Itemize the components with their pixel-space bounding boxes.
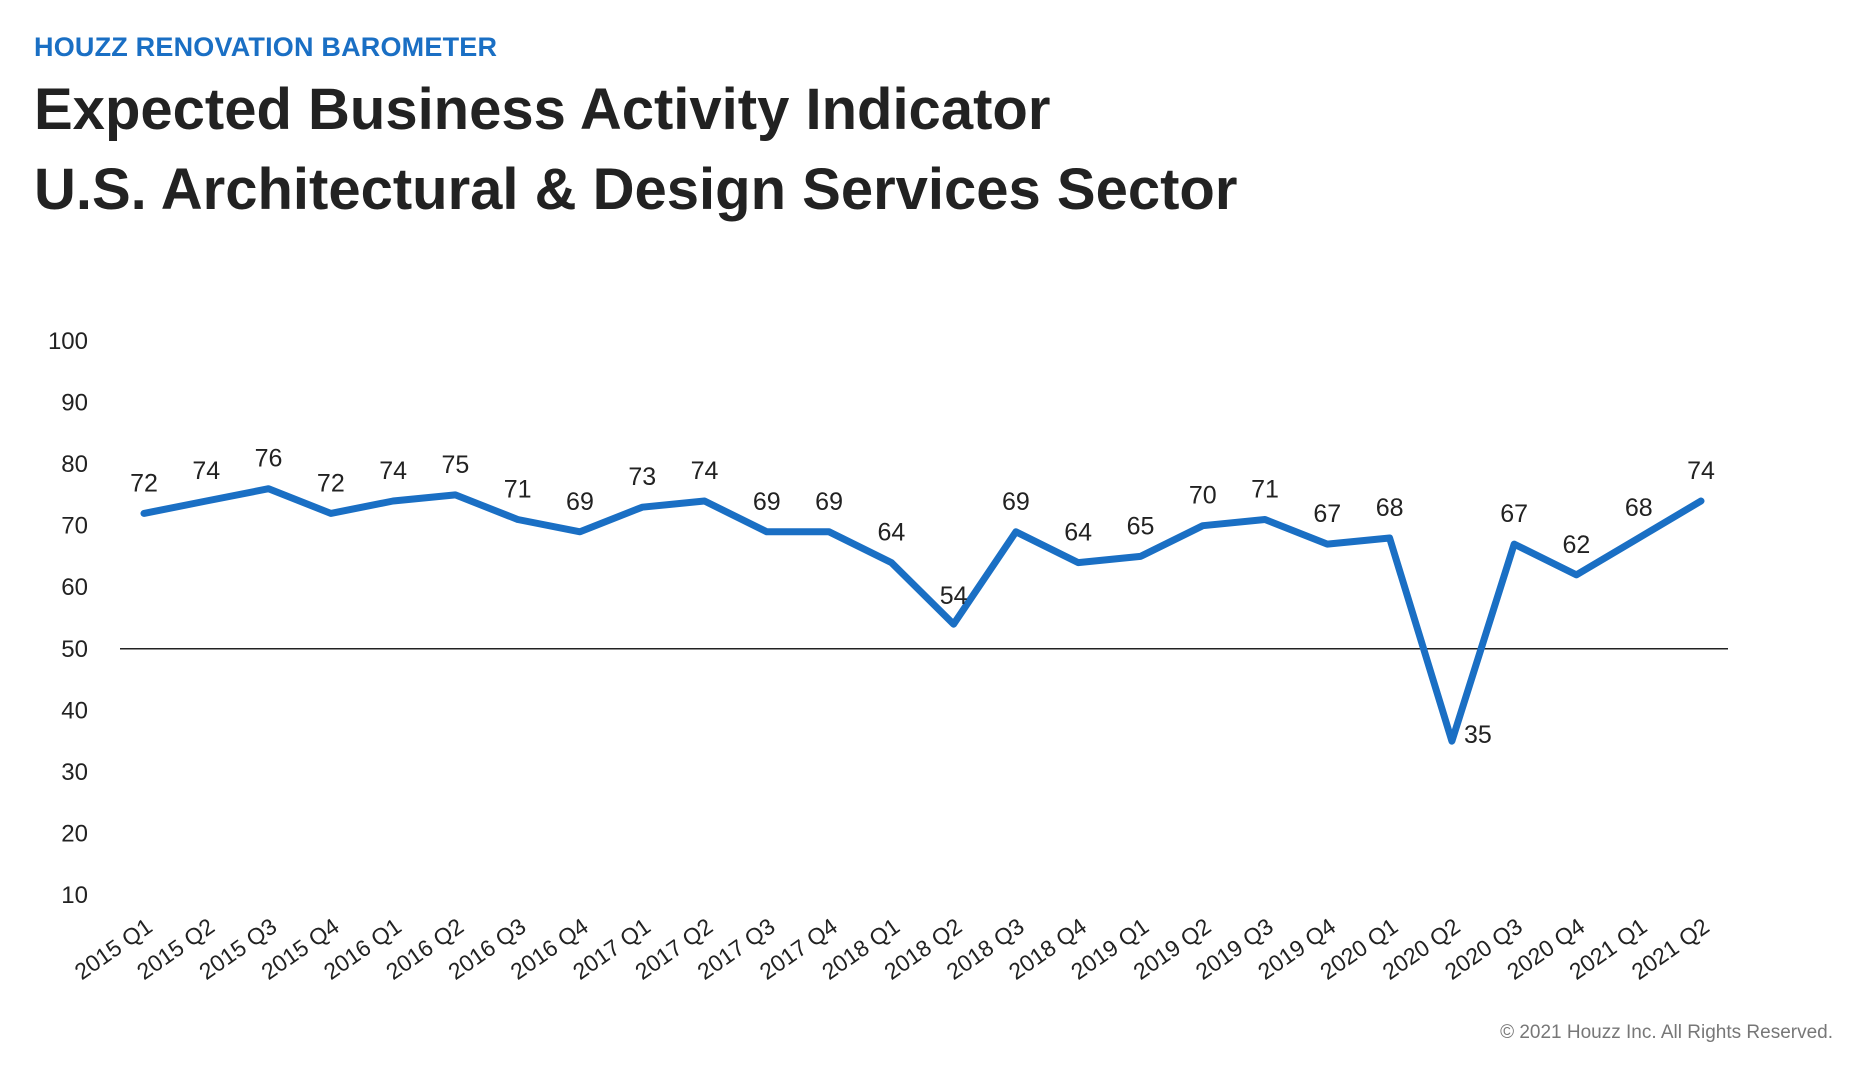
y-tick-label: 30 <box>61 759 88 786</box>
y-tick-label: 50 <box>61 636 88 663</box>
data-label: 74 <box>1687 457 1715 485</box>
data-label: 74 <box>192 457 220 485</box>
data-label: 62 <box>1563 531 1591 559</box>
data-label: 69 <box>753 488 781 516</box>
y-tick-label: 60 <box>61 574 88 601</box>
y-tick-label: 80 <box>61 451 88 478</box>
y-tick-label: 10 <box>61 882 88 909</box>
series-line <box>140 485 1705 745</box>
data-label: 35 <box>1464 721 1492 749</box>
chart-title: Expected Business Activity Indicator U.S… <box>34 70 1237 230</box>
data-label: 54 <box>940 582 968 610</box>
data-label: 71 <box>504 476 532 504</box>
data-label: 75 <box>441 451 469 479</box>
data-label: 72 <box>317 469 345 497</box>
data-label: 69 <box>566 488 594 516</box>
data-label: 64 <box>877 519 905 547</box>
data-label: 74 <box>691 457 719 485</box>
data-label: 70 <box>1189 482 1217 510</box>
y-axis: 100 90 80 70 60 50 40 30 20 10 <box>48 328 88 909</box>
data-label: 64 <box>1064 519 1092 547</box>
chart-title-line2: U.S. Architectural & Design Services Sec… <box>34 157 1238 222</box>
y-tick-label: 100 <box>48 328 88 355</box>
data-label: 68 <box>1625 494 1653 522</box>
data-label: 65 <box>1127 512 1155 540</box>
data-label: 76 <box>255 445 283 473</box>
y-tick-label: 70 <box>61 513 88 540</box>
data-label-layer: 72 74 76 72 74 75 71 69 73 74 69 69 64 54 69 64 65 70 71 67… <box>130 445 1715 749</box>
data-label: 73 <box>628 463 656 491</box>
data-label: 67 <box>1313 500 1341 528</box>
copyright-notice: © 2021 Houzz Inc. All Rights Reserved. <box>1500 1022 1833 1043</box>
data-label: 68 <box>1376 494 1404 522</box>
data-label: 71 <box>1251 476 1279 504</box>
y-tick-label: 40 <box>61 697 88 724</box>
data-label: 69 <box>815 488 843 516</box>
y-tick-label: 90 <box>61 390 88 417</box>
data-label: 67 <box>1500 500 1528 528</box>
y-tick-label: 20 <box>61 820 88 847</box>
data-label: 69 <box>1002 488 1030 516</box>
data-label: 72 <box>130 469 158 497</box>
data-label: 74 <box>379 457 407 485</box>
kicker-label: HOUZZ RENOVATION BAROMETER <box>34 32 498 62</box>
chart-title-line1: Expected Business Activity Indicator <box>34 77 1051 142</box>
series-line-layer <box>140 485 1705 745</box>
